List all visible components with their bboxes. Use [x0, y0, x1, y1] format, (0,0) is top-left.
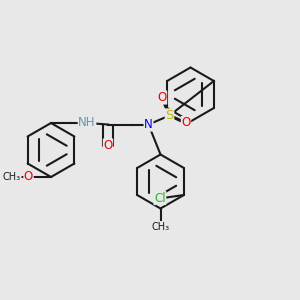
Text: CH₃: CH₃	[152, 221, 169, 232]
Text: O: O	[24, 170, 33, 184]
Text: O: O	[182, 116, 190, 130]
Text: S: S	[165, 109, 174, 122]
Text: O: O	[158, 91, 166, 104]
Text: NH: NH	[78, 116, 96, 130]
Text: N: N	[144, 118, 153, 131]
Text: O: O	[103, 139, 112, 152]
Text: Cl: Cl	[154, 191, 166, 205]
Text: CH₃: CH₃	[3, 172, 21, 182]
